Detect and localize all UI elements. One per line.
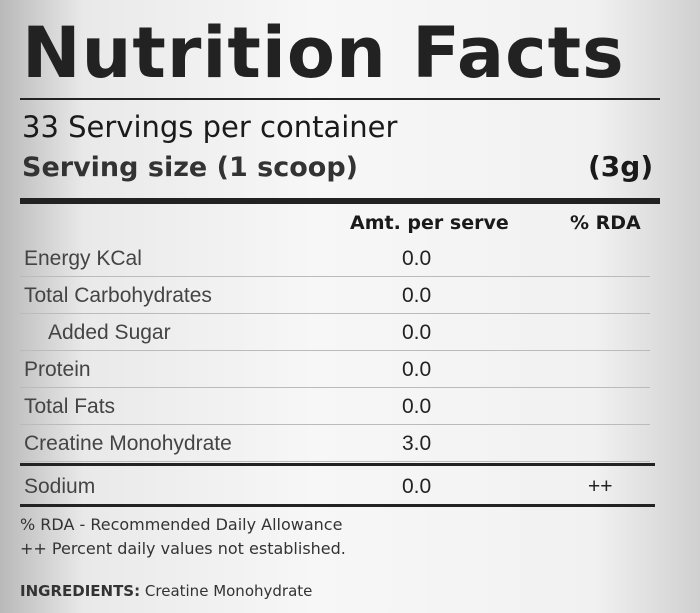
rule bbox=[20, 198, 660, 204]
footnote: % RDA - Recommended Daily Allowance bbox=[20, 515, 343, 534]
row-name: Protein bbox=[24, 358, 91, 381]
row-name: Energy KCal bbox=[24, 247, 142, 270]
row-amount: 0.0 bbox=[402, 358, 432, 381]
table-row: Total Fats 0.0 bbox=[20, 388, 650, 425]
row-amount: 0.0 bbox=[402, 475, 432, 498]
row-rda: ++ bbox=[588, 475, 613, 498]
table-row: Sodium 0.0 ++ bbox=[20, 468, 650, 505]
serving-size: Serving size (1 scoop) bbox=[22, 152, 358, 183]
rule bbox=[20, 463, 655, 466]
table-row: Total Carbohydrates 0.0 bbox=[20, 277, 650, 314]
row-name: Sodium bbox=[24, 475, 96, 498]
rule bbox=[20, 98, 660, 100]
row-name: Total Carbohydrates bbox=[24, 284, 212, 307]
column-header: Amt. per serve bbox=[350, 212, 509, 234]
footnote: ++ Percent daily values not established. bbox=[20, 539, 346, 558]
row-name: Added Sugar bbox=[48, 321, 171, 344]
table-row: Energy KCal 0.0 bbox=[20, 240, 650, 277]
ingredients-label: INGREDIENTS: bbox=[20, 582, 141, 600]
table-row: Protein 0.0 bbox=[20, 351, 650, 388]
title: Nutrition Facts bbox=[22, 12, 625, 94]
row-amount: 0.0 bbox=[402, 395, 432, 418]
row-amount: 0.0 bbox=[402, 247, 432, 270]
row-amount: 3.0 bbox=[402, 432, 432, 455]
row-amount: 0.0 bbox=[402, 284, 432, 307]
table-row: Added Sugar 0.0 bbox=[20, 314, 650, 351]
column-header: % RDA bbox=[570, 212, 641, 234]
servings: 33 Servings per container bbox=[22, 110, 398, 144]
row-name: Total Fats bbox=[24, 395, 116, 418]
row-name: Creatine Monohydrate bbox=[24, 432, 232, 455]
table-row: Creatine Monohydrate 3.0 bbox=[20, 425, 650, 462]
row-amount: 0.0 bbox=[402, 321, 432, 344]
serving-weight: (3g) bbox=[588, 150, 654, 183]
ingredients-text: Creatine Monohydrate bbox=[144, 582, 313, 600]
ingredients: INGREDIENTS: Creatine Monohydrate bbox=[20, 582, 312, 600]
rule bbox=[20, 504, 655, 507]
